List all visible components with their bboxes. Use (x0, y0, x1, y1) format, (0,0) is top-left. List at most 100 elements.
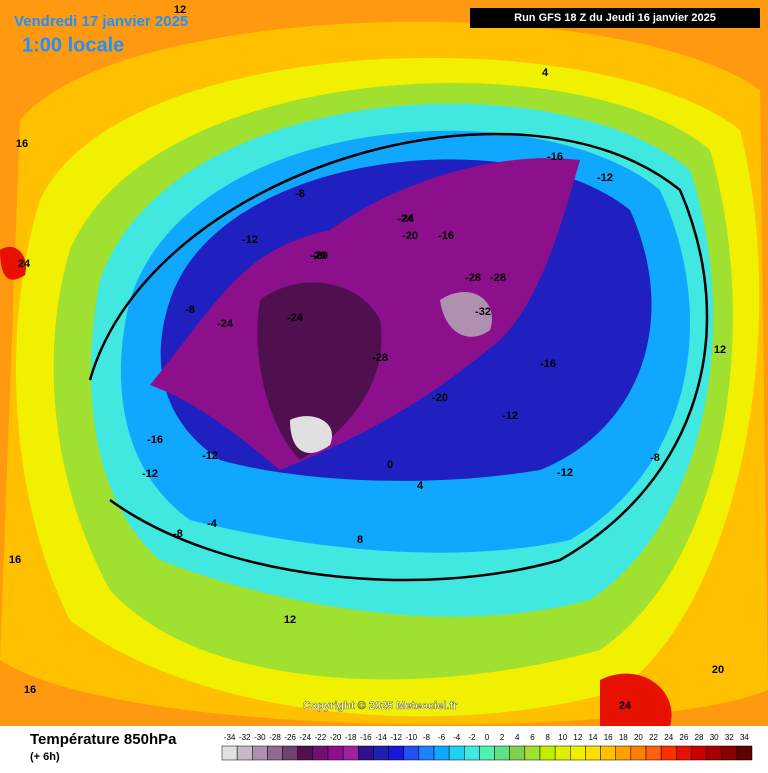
scale-swatch (297, 745, 314, 761)
contour-label: 20 (712, 664, 724, 676)
scale-label: -32 (239, 733, 251, 742)
contour-label: -16 (540, 358, 556, 370)
scale-swatch (418, 745, 435, 761)
scale-label: -14 (375, 733, 387, 742)
scale-swatch (252, 745, 268, 761)
contour-label: 4 (417, 480, 424, 492)
scale-label: 4 (515, 733, 520, 742)
scale-label: 34 (740, 733, 749, 742)
contour-label: -8 (185, 304, 195, 316)
contour-label: -4 (207, 518, 218, 530)
scale-swatch (660, 745, 677, 761)
contour-label: -28 (372, 352, 388, 364)
contour-label: 24 (619, 700, 632, 712)
contour-label: -24 (217, 318, 234, 330)
scale-label: -24 (300, 733, 312, 742)
contour-label: -12 (557, 467, 573, 479)
scale-swatch (676, 745, 692, 761)
scale-label: 6 (530, 733, 535, 742)
scale-swatch (267, 745, 283, 761)
scale-swatch (342, 745, 359, 761)
scale-label: 20 (634, 733, 643, 742)
contour-label: 16 (24, 684, 36, 696)
contour-label: -8 (295, 188, 305, 200)
scale-swatch (736, 745, 753, 761)
scale-swatch (615, 745, 632, 761)
run-box (470, 8, 760, 28)
contour-label: -24 (287, 312, 304, 324)
scale-swatch (570, 745, 586, 761)
color-scale: -34 -32 -30 -28 -26 -24 -22 -20 -18 -16 -14 -12 -10-… (221, 733, 753, 761)
scale-label: -18 (345, 733, 357, 742)
scale-label: 8 (545, 733, 550, 742)
scale-label: 22 (649, 733, 658, 742)
scale-swatch (706, 745, 722, 761)
scale-label: -30 (254, 733, 266, 742)
scale-label: -4 (453, 733, 461, 742)
scale-swatch (433, 745, 450, 761)
scale-swatch (464, 745, 480, 761)
contour-label: 8 (357, 534, 363, 546)
contour-label: -20 (312, 250, 328, 262)
scale-swatch (600, 745, 616, 761)
contour-label: -20 (310, 250, 326, 262)
scale-label: 2 (500, 733, 505, 742)
scale-swatch (691, 745, 707, 761)
contour-label: 16 (16, 138, 28, 150)
copyright: Copyright © 2025 Meteociel.fr (303, 700, 459, 712)
contour-label: -8 (650, 452, 660, 464)
scale-swatch (494, 745, 510, 761)
contour-label: 16 (9, 554, 21, 566)
scale-label: -26 (284, 733, 296, 742)
contour-label: 12 (174, 4, 186, 16)
date: Vendredi 17 janvier 2025 (14, 13, 188, 30)
scale-label: -22 (315, 733, 327, 742)
contour-label: 0 (387, 459, 393, 471)
contour-label: -12 (202, 450, 218, 462)
scale-swatch (403, 745, 420, 761)
contour-label: 12 (714, 344, 726, 356)
contour-label: -20 (402, 230, 418, 242)
time: 1:00 locale (22, 34, 124, 56)
scale-label: -12 (390, 733, 402, 742)
scale-swatch (479, 745, 495, 761)
scale-swatch (236, 745, 253, 761)
scale-swatch (312, 745, 329, 761)
scale-swatch (448, 745, 465, 761)
scale-swatch (554, 745, 571, 761)
scale-label: -6 (438, 733, 446, 742)
scale-label: 28 (695, 733, 704, 742)
contour-label: -16 (547, 151, 563, 163)
scale-swatch (630, 745, 647, 761)
contour-label: -12 (242, 234, 258, 246)
scale-label: -28 (269, 733, 281, 742)
scale-label: 10 (558, 733, 567, 742)
scale-label: -20 (330, 733, 342, 742)
scale-label: 14 (589, 733, 598, 742)
contour-label: 4 (542, 67, 549, 79)
scale-swatch (645, 745, 662, 761)
contour-label: -16 (438, 230, 454, 242)
contour-label: -24 (398, 213, 415, 225)
scale-label: 16 (604, 733, 613, 742)
run: Run GFS 18 Z du Jeudi 16 janvier 2025 (514, 12, 716, 24)
scale-swatch (721, 745, 738, 761)
contour-label: -28 (490, 272, 506, 284)
scale-swatch (221, 745, 238, 761)
contour-label: -12 (142, 468, 158, 480)
contour-label: -20 (432, 392, 448, 404)
scale-label: 26 (679, 733, 688, 742)
legend-subtitle: (+ 6h) (30, 751, 60, 763)
contour-labels: -24 -20 -24 -16 -20 -28 -28 -32 -24 -28 -20 -16 -12 -… (9, 4, 726, 712)
scale-label: -34 (224, 733, 236, 742)
scale-label: 32 (725, 733, 734, 742)
scale-swatch (585, 745, 601, 761)
scale-swatch (388, 745, 404, 761)
contour-label: -8 (173, 528, 183, 540)
scale-label: 0 (485, 733, 490, 742)
contour-label: -32 (475, 306, 491, 318)
scale-label: -2 (468, 733, 476, 742)
scale-swatch (282, 745, 298, 761)
scale-label: -8 (423, 733, 431, 742)
